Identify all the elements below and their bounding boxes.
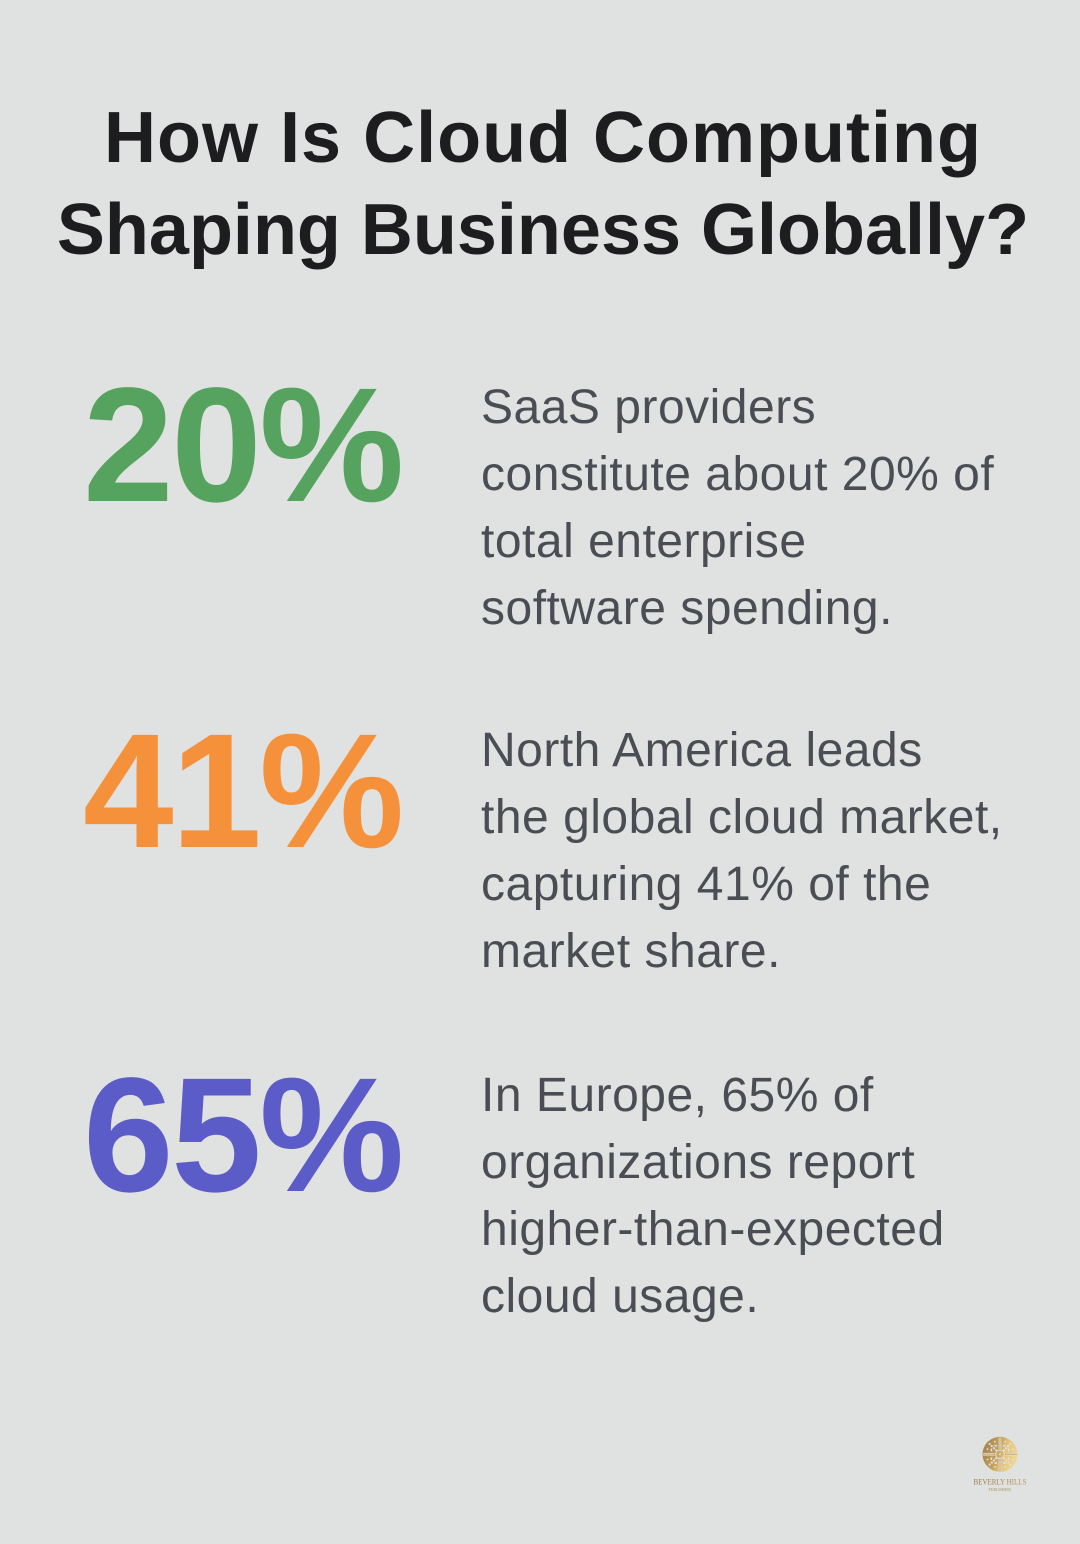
- svg-text:PUBLISHING: PUBLISHING: [989, 1487, 1012, 1492]
- svg-text:BEVERLY HILLS: BEVERLY HILLS: [974, 1477, 1027, 1487]
